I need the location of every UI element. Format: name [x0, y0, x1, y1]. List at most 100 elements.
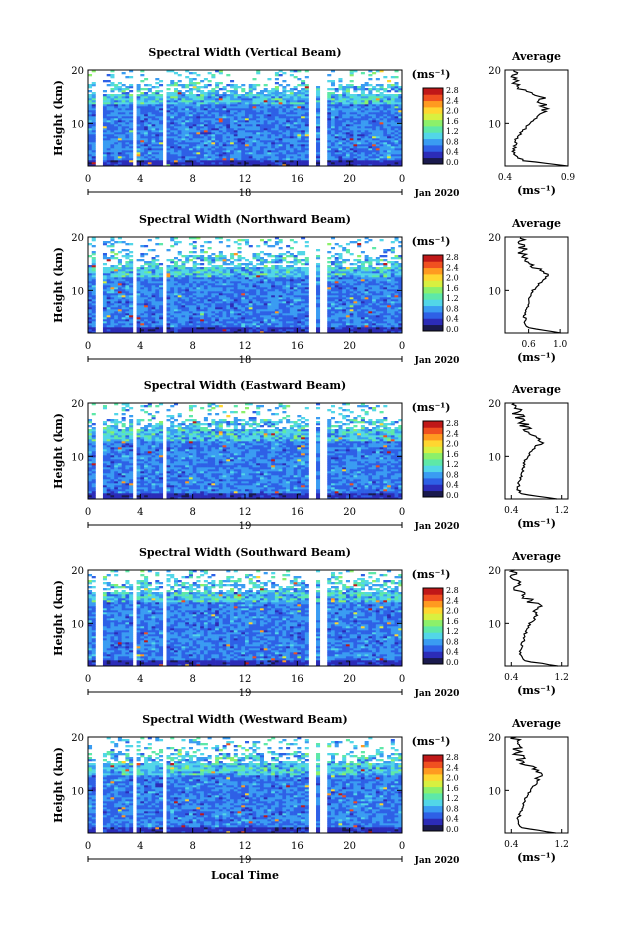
- heatmap-cell: [155, 329, 160, 332]
- heatmap-cell: [151, 325, 156, 328]
- heatmap-cell: [181, 285, 186, 288]
- heatmap-cell: [248, 164, 253, 167]
- heatmap-cell: [349, 104, 354, 107]
- heatmap-cell: [368, 100, 373, 103]
- heatmap-cell: [256, 291, 261, 294]
- heatmap-cell: [106, 152, 111, 155]
- heatmap-cell: [159, 98, 164, 101]
- heatmap-cell: [286, 164, 291, 167]
- heatmap-cell: [368, 94, 373, 97]
- heatmap-cell: [218, 94, 223, 97]
- heatmap-cell: [301, 323, 306, 326]
- heatmap-cell: [379, 150, 384, 153]
- heatmap-cell: [188, 118, 193, 121]
- heatmap-cell: [256, 289, 261, 292]
- heatmap-cell: [334, 158, 339, 161]
- heatmap-cell: [375, 162, 380, 165]
- heatmap-cell: [114, 128, 119, 131]
- heatmap-cell: [297, 140, 302, 143]
- heatmap-cell: [274, 295, 279, 298]
- heatmap-cell: [155, 78, 160, 81]
- heatmap-cell: [375, 78, 380, 81]
- heatmap-cell: [334, 299, 339, 302]
- heatmap-cell: [278, 307, 283, 310]
- heatmap-cell: [173, 146, 179, 149]
- heatmap-cell: [136, 287, 141, 290]
- heatmap-cell: [241, 140, 246, 143]
- heatmap-cell: [151, 130, 156, 133]
- heatmap-cell: [278, 321, 283, 324]
- heatmap-cell: [177, 94, 182, 97]
- heatmap-cell: [222, 164, 227, 167]
- heatmap-cell: [144, 148, 149, 151]
- heatmap-cell: [353, 116, 358, 119]
- heatmap-cell: [349, 86, 354, 89]
- heatmap-cell: [342, 331, 347, 334]
- heatmap-cell: [327, 317, 332, 320]
- heatmap-cell: [293, 309, 298, 312]
- heatmap-cell: [379, 98, 384, 101]
- heatmap-cell: [304, 150, 309, 153]
- heatmap-cell: [117, 112, 122, 115]
- heatmap-cell: [252, 325, 257, 328]
- heatmap-cell: [110, 319, 115, 322]
- heatmap-cell: [357, 156, 362, 159]
- heatmap-cell: [267, 128, 272, 131]
- heatmap-cell: [140, 305, 145, 308]
- heatmap-cell: [289, 315, 294, 318]
- heatmap-cell: [383, 309, 388, 312]
- heatmap-cell: [372, 158, 377, 161]
- heatmap-cell: [88, 156, 93, 159]
- heatmap-cell: [330, 124, 336, 127]
- heatmap-cell: [330, 136, 336, 139]
- heatmap-cell: [218, 120, 223, 123]
- heatmap-cell: [110, 128, 115, 131]
- heatmap-cell: [349, 150, 354, 153]
- heatmap-cell: [233, 331, 238, 334]
- heatmap-cell: [211, 289, 216, 292]
- heatmap-cell: [151, 146, 156, 149]
- heatmap-cell: [129, 311, 134, 314]
- heatmap-cell: [241, 291, 246, 294]
- heatmap-cell: [203, 158, 208, 161]
- heatmap-cell: [289, 134, 294, 137]
- heatmap-cell: [293, 140, 298, 143]
- heatmap-cell: [274, 291, 279, 294]
- heatmap-cell: [357, 148, 362, 151]
- heatmap-cell: [155, 144, 160, 147]
- y-tick-label: 10: [71, 119, 84, 130]
- heatmap-cell: [353, 136, 358, 139]
- heatmap-cell: [289, 74, 294, 77]
- heatmap-cell: [263, 90, 268, 93]
- heatmap-cell: [301, 313, 306, 316]
- heatmap-cell: [170, 307, 175, 310]
- heatmap-cell: [375, 287, 380, 290]
- heatmap-cell: [173, 120, 179, 123]
- heatmap-cell: [357, 120, 362, 123]
- heatmap-cell: [230, 299, 235, 302]
- heatmap-cell: [177, 325, 182, 328]
- heatmap-cell: [185, 309, 190, 312]
- heatmap-cell: [230, 309, 235, 312]
- heatmap-cell: [304, 289, 309, 292]
- heatmap-cell: [349, 138, 354, 141]
- heatmap-cell: [173, 104, 179, 107]
- heatmap-cell: [334, 116, 339, 119]
- heatmap-cell: [226, 301, 231, 304]
- heatmap-cell: [110, 285, 115, 288]
- heatmap-cell: [394, 136, 399, 139]
- heatmap-cell: [181, 92, 186, 95]
- heatmap-cell: [263, 297, 268, 300]
- heatmap-cell: [289, 301, 294, 304]
- heatmap-cell: [330, 100, 336, 103]
- heatmap-cell: [159, 132, 164, 135]
- heatmap-cell: [245, 106, 250, 109]
- heatmap-cell: [177, 128, 182, 131]
- heatmap-cell: [353, 317, 358, 320]
- heatmap-cell: [140, 136, 145, 139]
- heatmap-cell: [121, 289, 126, 292]
- heatmap-cell: [267, 138, 272, 141]
- heatmap-cell: [345, 108, 350, 111]
- heatmap-cell: [170, 94, 175, 97]
- heatmap-cell: [342, 160, 347, 163]
